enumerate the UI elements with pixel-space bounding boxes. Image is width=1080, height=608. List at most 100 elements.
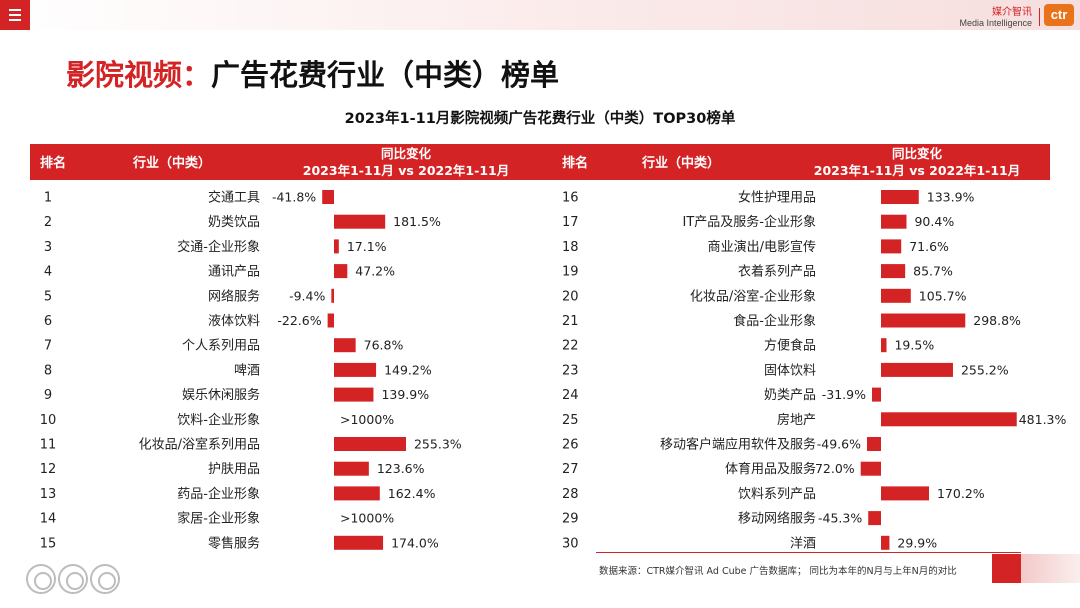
bar xyxy=(322,190,334,204)
bar xyxy=(334,214,386,229)
bar xyxy=(331,288,334,303)
industry-label: 食品-企业形象 xyxy=(733,313,816,329)
top-bar xyxy=(0,0,1080,30)
bar xyxy=(881,288,911,303)
page-title-prefix: 影院视频： xyxy=(66,58,212,92)
bar xyxy=(881,214,907,229)
rank-label: 9 xyxy=(44,388,52,403)
menu-button[interactable] xyxy=(0,0,30,30)
bar xyxy=(334,486,380,501)
data-label: 47.2% xyxy=(355,264,395,279)
rank-label: 16 xyxy=(562,191,579,206)
data-label: >1000% xyxy=(340,511,394,526)
rank-label: 27 xyxy=(562,462,579,477)
sgs-badge-icon xyxy=(90,564,120,594)
rank-label: 17 xyxy=(562,215,579,230)
industry-label: 护肤用品 xyxy=(208,462,260,477)
rank-label: 15 xyxy=(40,536,57,551)
industry-label: 洋酒 xyxy=(790,536,816,551)
bar xyxy=(334,437,406,451)
footer-divider xyxy=(596,552,1021,553)
rank-label: 25 xyxy=(562,413,579,428)
data-label: 162.4% xyxy=(388,486,436,501)
header-rank: 排名 xyxy=(40,155,66,171)
data-label: 255.3% xyxy=(414,437,462,452)
bar xyxy=(860,461,881,476)
rank-label: 26 xyxy=(562,438,579,453)
data-label: 181.5% xyxy=(393,214,441,229)
bar xyxy=(334,338,356,353)
industry-label: 移动客户端应用软件及服务 xyxy=(660,437,816,453)
industry-label: 交通-企业形象 xyxy=(177,239,260,255)
bar xyxy=(881,362,953,377)
rank-label: 12 xyxy=(40,462,57,477)
rank-label: 20 xyxy=(562,289,579,304)
industry-label: 饮料-企业形象 xyxy=(177,412,260,428)
industry-label: 奶类产品 xyxy=(764,388,816,403)
bar xyxy=(881,313,966,328)
data-label: 149.2% xyxy=(384,362,432,377)
data-label: 255.2% xyxy=(961,362,1009,377)
rank-label: 18 xyxy=(562,240,579,255)
rank-label: 11 xyxy=(40,438,57,453)
table-header xyxy=(540,144,1050,180)
bar xyxy=(881,412,1017,427)
industry-label: IT产品及服务-企业形象 xyxy=(683,214,816,230)
header-industry: 行业（中类） xyxy=(641,155,720,171)
rank-label: 21 xyxy=(562,314,579,329)
data-label: -22.6% xyxy=(277,313,321,328)
chart-title: 2023年1-11月影院视频广告花费行业（中类）TOP30榜单 xyxy=(344,111,736,127)
data-label: 90.4% xyxy=(914,214,954,229)
bar xyxy=(881,190,919,204)
industry-label: 交通工具 xyxy=(208,190,260,206)
rank-label: 13 xyxy=(40,487,57,502)
rank-label: 22 xyxy=(562,339,579,354)
data-label: -45.3% xyxy=(818,511,862,526)
header-change-period: 2023年1-11月 vs 2022年1-11月 xyxy=(303,163,509,178)
data-label: -72.0% xyxy=(810,461,854,476)
industry-label: 奶类饮品 xyxy=(208,215,260,230)
industry-label: 个人系列用品 xyxy=(182,339,260,354)
data-label: 139.9% xyxy=(381,387,429,402)
industry-label: 体育用品及服务 xyxy=(725,461,816,477)
data-label: 298.8% xyxy=(973,313,1021,328)
bar xyxy=(334,387,374,402)
industry-label: 固体饮料 xyxy=(764,363,816,378)
data-label: -31.9% xyxy=(822,387,866,402)
data-label: 123.6% xyxy=(377,461,425,476)
bar xyxy=(881,338,887,353)
rank-label: 5 xyxy=(44,289,52,304)
brand-divider xyxy=(1039,8,1040,26)
rank-label: 29 xyxy=(562,512,579,527)
data-label: 17.1% xyxy=(347,239,387,254)
rank-label: 23 xyxy=(562,363,579,378)
industry-label: 化妆品/浴室-企业形象 xyxy=(690,288,816,304)
data-label: 170.2% xyxy=(937,486,985,501)
brand-cn: 媒介智讯 xyxy=(992,7,1032,18)
header-industry: 行业（中类） xyxy=(132,155,211,171)
hamburger-icon xyxy=(9,19,21,21)
data-label: >1000% xyxy=(340,412,394,427)
brand-en: Media Intelligence xyxy=(959,18,1032,28)
industry-label: 网络服务 xyxy=(208,288,260,304)
bar xyxy=(334,461,369,476)
rank-label: 2 xyxy=(44,215,52,230)
header-change: 同比变化 xyxy=(892,146,943,161)
hamburger-icon xyxy=(9,9,21,11)
industry-label: 女性护理用品 xyxy=(738,190,816,206)
industry-label: 零售服务 xyxy=(208,535,260,551)
data-label: -49.6% xyxy=(817,437,861,452)
rank-label: 6 xyxy=(44,314,52,329)
brand: 媒介智讯 Media Intelligence xyxy=(959,7,1032,29)
industry-label: 方便食品 xyxy=(764,338,816,354)
data-label: -41.8% xyxy=(272,190,316,205)
industry-label: 化妆品/浴室系列用品 xyxy=(139,437,260,453)
header-rank: 排名 xyxy=(562,155,588,171)
sgs-badge-icon xyxy=(58,564,88,594)
data-label: 174.0% xyxy=(391,535,439,550)
hamburger-icon xyxy=(9,14,21,16)
rank-label: 24 xyxy=(562,388,579,403)
certification-badges xyxy=(26,564,122,598)
bar xyxy=(881,264,906,279)
